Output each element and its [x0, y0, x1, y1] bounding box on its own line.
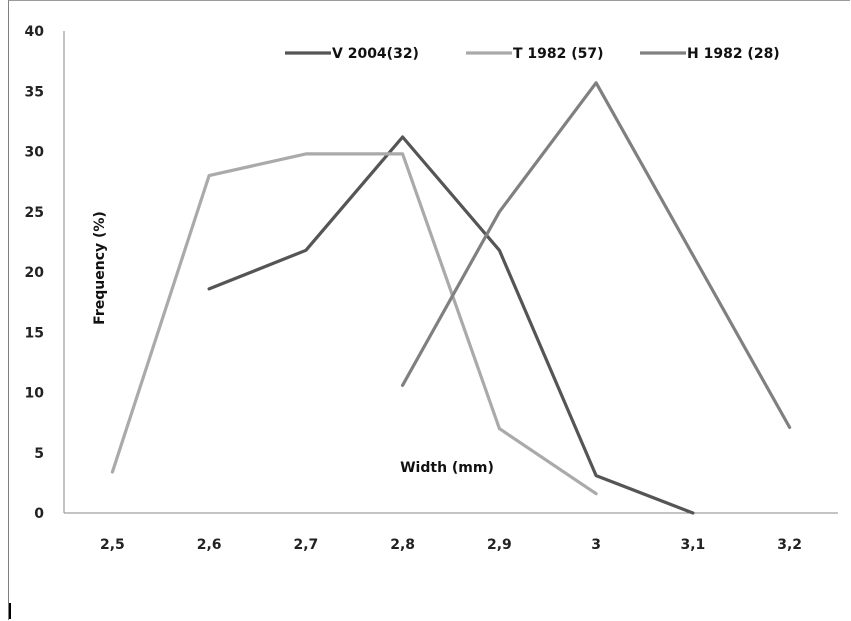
y-axis-label: Frequency (%) [92, 211, 108, 325]
x-tick-label: 2,9 [487, 537, 512, 553]
y-tick-label: 0 [34, 506, 44, 522]
y-tick-label: 10 [25, 386, 45, 402]
axes [63, 31, 838, 514]
x-axis-label: Width (mm) [400, 460, 494, 476]
y-tick-label: 30 [25, 145, 45, 161]
x-tick-label: 3,1 [680, 537, 705, 553]
x-tick-labels: 2,5 2,6 2,7 2,8 2,9 3 3,1 3,2 [100, 537, 802, 553]
series-line-0 [207, 135, 695, 515]
x-tick-label: 2,7 [293, 537, 318, 553]
x-tick-label: 2,6 [197, 537, 222, 553]
x-tick-label: 3 [591, 537, 601, 553]
series-line-1 [110, 152, 598, 496]
x-tick-label: 2,5 [100, 537, 125, 553]
y-tick-label: 5 [34, 446, 44, 462]
y-tick-labels: 0 5 10 15 20 25 30 35 40 [25, 24, 45, 522]
text-cursor [9, 603, 11, 619]
y-tick-label: 20 [25, 265, 45, 281]
legend-label: H 1982 (28) [687, 46, 780, 62]
x-tick-label: 2,8 [390, 537, 415, 553]
series-line-2 [401, 81, 792, 429]
series-lines [110, 81, 792, 515]
legend: V 2004(32) T 1982 (57) H 1982 (28) [285, 46, 780, 62]
y-tick-label: 35 [25, 84, 44, 100]
legend-label: V 2004(32) [332, 46, 419, 62]
chart-frame [8, 0, 850, 620]
y-tick-label: 40 [25, 24, 45, 40]
x-tick-label: 3,2 [777, 537, 802, 553]
legend-label: T 1982 (57) [513, 46, 604, 62]
y-tick-label: 15 [25, 325, 44, 341]
y-tick-label: 25 [25, 205, 44, 221]
